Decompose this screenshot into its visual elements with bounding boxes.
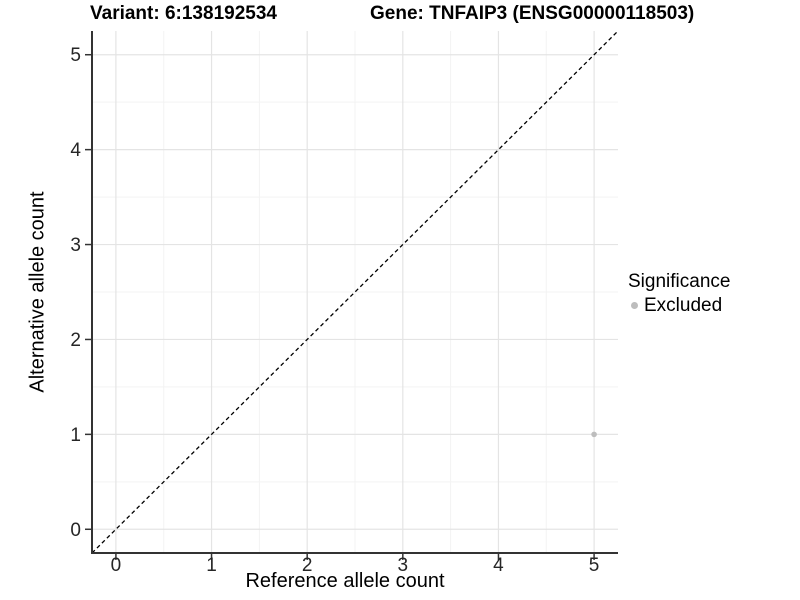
y-tick-label: 5 (70, 45, 81, 66)
y-tick-label: 2 (70, 330, 81, 351)
x-tick-label: 4 (493, 555, 504, 576)
legend-item-excluded: Excluded (628, 295, 730, 316)
identity-dashed-line (91, 30, 619, 554)
legend-point-icon (631, 302, 638, 309)
x-tick-label: 5 (589, 555, 600, 576)
gene-title: Gene: TNFAIP3 (ENSG00000118503) (370, 3, 695, 24)
variant-title: Variant: 6:138192534 (90, 3, 277, 24)
x-axis-title: Reference allele count (245, 570, 445, 592)
y-tick-label: 4 (70, 140, 81, 161)
x-tick-label: 3 (398, 555, 409, 576)
x-tick-label: 2 (302, 555, 313, 576)
legend-item-label: Excluded (644, 295, 723, 316)
x-tick-label: 1 (206, 555, 217, 576)
y-tick-label: 1 (70, 425, 81, 446)
x-tick-label: 0 (111, 555, 122, 576)
legend-title: Significance (628, 271, 731, 292)
y-tick-label: 3 (70, 235, 81, 256)
data-point (591, 431, 597, 438)
y-tick-label: 0 (70, 520, 81, 541)
y-axis-title: Alternative allele count (26, 191, 49, 393)
legend: Significance Excluded (628, 271, 730, 316)
